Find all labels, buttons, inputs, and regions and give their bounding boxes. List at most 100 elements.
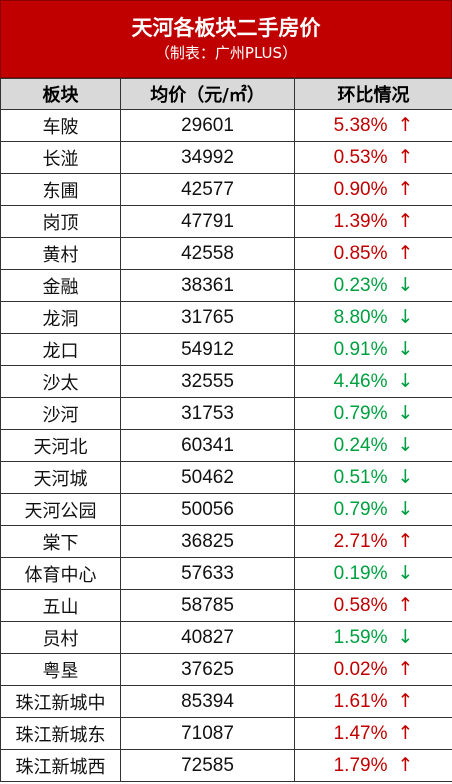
district-name: 沙河: [0, 397, 121, 430]
header-row: 板块 均价（元/㎡） 环比情况: [0, 78, 452, 110]
arrow-down-icon: ↓: [397, 434, 414, 456]
average-price: 57633: [120, 557, 295, 590]
arrow-up-icon: ↑: [397, 210, 414, 232]
district-name: 岗顶: [0, 205, 121, 238]
table-row: 龙口 54912 0.91% ↓: [0, 333, 452, 366]
district-name: 员村: [0, 621, 121, 654]
change-value: 1.59%: [333, 627, 388, 648]
table-row: 天河北 60341 0.24% ↓: [0, 429, 452, 462]
change-value: 0.53%: [333, 147, 388, 168]
district-name: 棠下: [0, 525, 121, 558]
change-cell: 0.90% ↑: [294, 173, 452, 206]
table-title: 天河各板块二手房价: [131, 16, 321, 40]
change-cell: 0.53% ↑: [294, 141, 452, 174]
district-name: 珠江新城西: [0, 749, 121, 782]
table-row: 黄村 42558 0.85% ↑: [0, 237, 452, 270]
change-value: 0.90%: [333, 179, 388, 200]
change-cell: 5.38% ↑: [294, 109, 452, 142]
change-value: 0.02%: [333, 659, 388, 680]
change-value: 0.58%: [333, 595, 388, 616]
change-value: 1.61%: [333, 691, 388, 712]
average-price: 32555: [120, 365, 295, 398]
change-value: 0.51%: [333, 467, 388, 488]
change-cell: 0.91% ↓: [294, 333, 452, 366]
arrow-down-icon: ↓: [397, 402, 414, 424]
table-row: 东圃 42577 0.90% ↑: [0, 173, 452, 206]
table-row: 沙河 31753 0.79% ↓: [0, 397, 452, 430]
table-row: 岗顶 47791 1.39% ↑: [0, 205, 452, 238]
arrow-down-icon: ↓: [397, 274, 414, 296]
table-row: 天河公园 50056 0.79% ↓: [0, 493, 452, 526]
district-name: 天河公园: [0, 493, 121, 526]
average-price: 47791: [120, 205, 295, 238]
district-name: 天河城: [0, 461, 121, 494]
change-cell: 1.59% ↓: [294, 621, 452, 654]
average-price: 58785: [120, 589, 295, 622]
column-header-district: 板块: [0, 78, 121, 110]
table-row: 员村 40827 1.59% ↓: [0, 621, 452, 654]
district-name: 长湴: [0, 141, 121, 174]
change-cell: 0.85% ↑: [294, 237, 452, 270]
district-name: 龙洞: [0, 301, 121, 334]
change-value: 5.38%: [333, 115, 388, 136]
change-cell: 0.02% ↑: [294, 653, 452, 686]
change-cell: 1.39% ↑: [294, 205, 452, 238]
change-cell: 0.58% ↑: [294, 589, 452, 622]
table-row: 棠下 36825 2.71% ↑: [0, 525, 452, 558]
change-value: 1.39%: [333, 211, 388, 232]
arrow-down-icon: ↓: [397, 338, 414, 360]
change-value: 0.19%: [333, 563, 388, 584]
district-name: 金融: [0, 269, 121, 302]
district-name: 五山: [0, 589, 121, 622]
title-block: 天河各板块二手房价 （制表：广州PLUS）: [0, 0, 452, 78]
average-price: 42577: [120, 173, 295, 206]
average-price: 60341: [120, 429, 295, 462]
district-name: 车陂: [0, 109, 121, 142]
district-name: 天河北: [0, 429, 121, 462]
change-value: 8.80%: [333, 307, 388, 328]
arrow-down-icon: ↓: [397, 370, 414, 392]
change-value: 0.79%: [333, 403, 388, 424]
table-row: 天河城 50462 0.51% ↓: [0, 461, 452, 494]
change-cell: 0.19% ↓: [294, 557, 452, 590]
change-value: 0.91%: [333, 339, 388, 360]
arrow-down-icon: ↓: [397, 626, 414, 648]
change-value: 1.47%: [333, 723, 388, 744]
average-price: 36825: [120, 525, 295, 558]
change-value: 0.23%: [333, 275, 388, 296]
arrow-up-icon: ↑: [397, 242, 414, 264]
arrow-up-icon: ↑: [397, 146, 414, 168]
table-body: 车陂 29601 5.38% ↑ 长湴 34992 0.53% ↑ 东圃 42577 0.90% ↑ 岗…: [0, 109, 452, 782]
change-value: 2.71%: [333, 531, 388, 552]
district-name: 黄村: [0, 237, 121, 270]
change-cell: 2.71% ↑: [294, 525, 452, 558]
arrow-down-icon: ↓: [397, 498, 414, 520]
average-price: 34992: [120, 141, 295, 174]
district-name: 珠江新城中: [0, 685, 121, 718]
change-cell: 1.47% ↑: [294, 717, 452, 750]
average-price: 38361: [120, 269, 295, 302]
arrow-down-icon: ↓: [397, 466, 414, 488]
average-price: 72585: [120, 749, 295, 782]
change-cell: 4.46% ↓: [294, 365, 452, 398]
change-cell: 0.24% ↓: [294, 429, 452, 462]
average-price: 40827: [120, 621, 295, 654]
district-name: 粤垦: [0, 653, 121, 686]
table-row: 五山 58785 0.58% ↑: [0, 589, 452, 622]
change-cell: 0.23% ↓: [294, 269, 452, 302]
change-cell: 1.79% ↑: [294, 749, 452, 782]
arrow-up-icon: ↑: [397, 530, 414, 552]
district-name: 体育中心: [0, 557, 121, 590]
arrow-down-icon: ↓: [397, 306, 414, 328]
arrow-up-icon: ↑: [397, 114, 414, 136]
average-price: 42558: [120, 237, 295, 270]
arrow-up-icon: ↑: [397, 690, 414, 712]
average-price: 31765: [120, 301, 295, 334]
column-header-price: 均价（元/㎡）: [120, 78, 295, 110]
change-cell: 8.80% ↓: [294, 301, 452, 334]
arrow-up-icon: ↑: [397, 658, 414, 680]
arrow-up-icon: ↑: [397, 754, 414, 776]
change-value: 0.79%: [333, 499, 388, 520]
table-row: 车陂 29601 5.38% ↑: [0, 109, 452, 142]
